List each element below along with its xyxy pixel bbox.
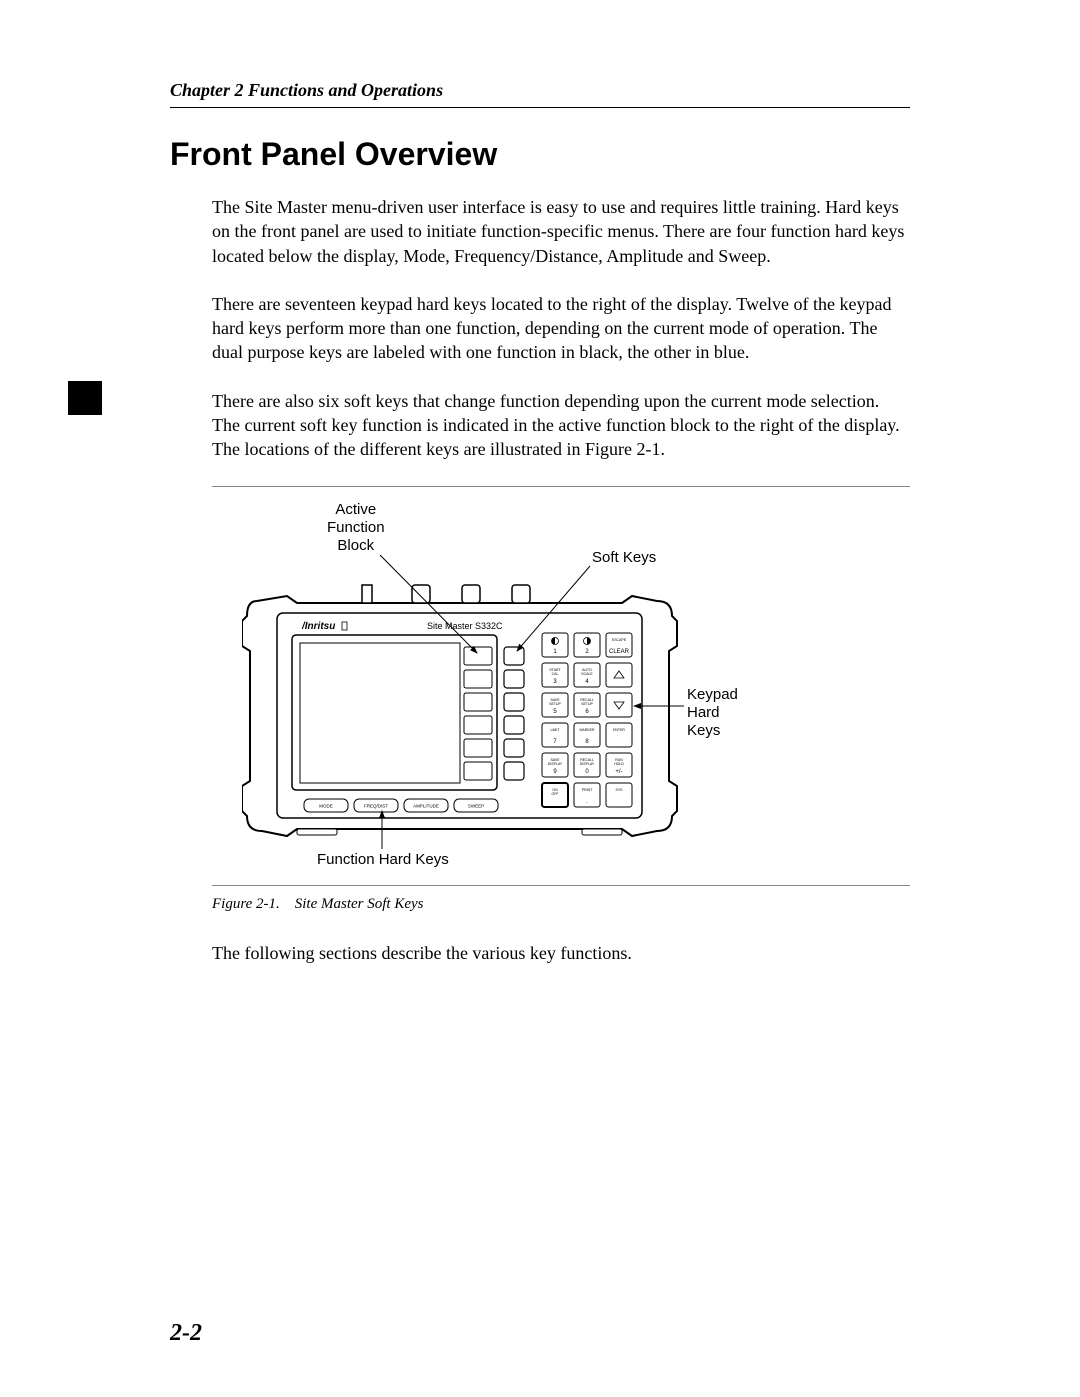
thumb-tab (68, 381, 102, 415)
figure-number: Figure 2-1. (212, 896, 280, 912)
body-paragraph-1: The Site Master menu-driven user interfa… (212, 195, 910, 268)
body-paragraph-2: There are seventeen keypad hard keys loc… (212, 292, 910, 365)
chapter-header: Chapter 2 Functions and Operations (170, 80, 910, 108)
body-paragraph-3: There are also six soft keys that change… (212, 389, 910, 462)
page-number: 2-2 (170, 1320, 202, 1347)
page-title: Front Panel Overview (170, 136, 910, 173)
annotation-lines (212, 501, 862, 871)
body-paragraph-4: The following sections describe the vari… (212, 941, 910, 965)
figure-title: Site Master Soft Keys (295, 896, 424, 912)
figure-container: Active Function Block Soft Keys Keypad H… (212, 486, 910, 886)
page-content: Chapter 2 Functions and Operations Front… (170, 80, 910, 989)
figure-caption: Figure 2-1. Site Master Soft Keys (212, 886, 910, 913)
device-diagram: Active Function Block Soft Keys Keypad H… (212, 501, 862, 871)
